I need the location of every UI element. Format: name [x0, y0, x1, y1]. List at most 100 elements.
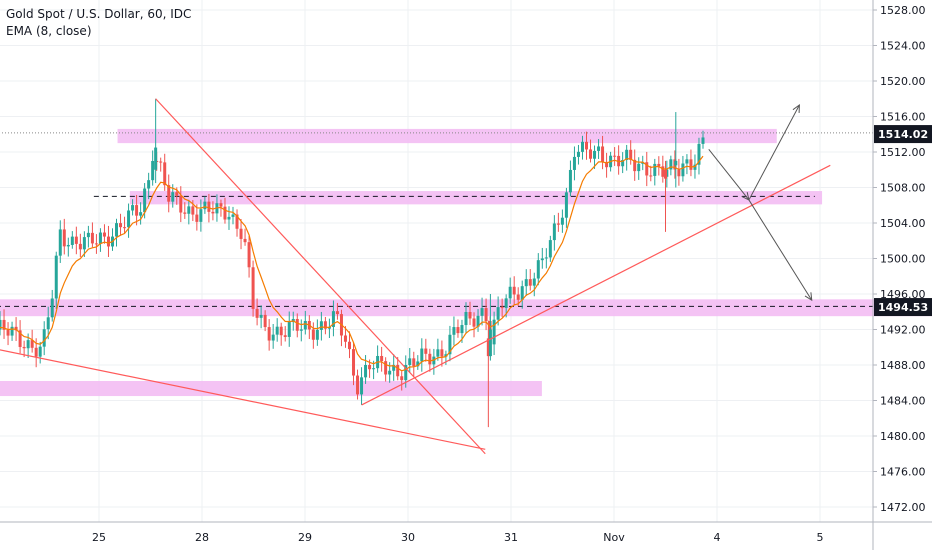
y-tick-label: 1500.00: [880, 253, 926, 266]
candle-body: [664, 169, 667, 179]
candle-body: [625, 149, 629, 161]
candle-body: [299, 329, 303, 331]
candle-body: [440, 349, 444, 357]
candle-body: [255, 308, 259, 318]
candle-body: [645, 162, 649, 176]
candle-body: [331, 311, 335, 327]
candle-body: [701, 137, 705, 144]
x-tick-label: 25: [92, 531, 106, 544]
candle-body: [135, 205, 139, 216]
candle-body: [508, 286, 512, 299]
candle-body: [488, 329, 492, 357]
candle-body: [151, 160, 155, 181]
candle-body: [589, 149, 593, 159]
x-tick-label: 4: [714, 531, 721, 544]
y-tick-label: 1488.00: [880, 359, 926, 372]
candle-body: [544, 257, 548, 259]
candle-body: [572, 156, 576, 170]
candle-body: [143, 188, 147, 213]
trendlines-layer: [0, 98, 831, 455]
candle-body: [18, 330, 22, 347]
candle-body: [476, 315, 480, 327]
candle-body: [10, 326, 14, 336]
candle-body: [163, 162, 167, 186]
candle-body: [42, 329, 46, 347]
candle-body: [641, 162, 645, 164]
candle-body: [593, 150, 597, 159]
candle-body: [78, 243, 82, 250]
candle-body: [219, 203, 223, 207]
candle-body: [621, 160, 625, 167]
candles-layer: [0, 98, 705, 428]
y-tick-label: 1512.00: [880, 146, 926, 159]
candle-body: [0, 319, 2, 330]
x-tick-label: 29: [298, 531, 312, 544]
candle-body: [34, 347, 38, 357]
candle-body: [396, 364, 400, 377]
candle-body: [211, 211, 215, 214]
candle-body: [199, 209, 203, 222]
candle-body: [243, 238, 247, 243]
ema-line: [0, 155, 704, 372]
candle-body: [653, 163, 657, 176]
candle-body: [580, 141, 584, 152]
candle-body: [360, 377, 364, 395]
candle-body: [315, 329, 319, 340]
x-tick-label: Nov: [603, 531, 625, 544]
candle-body: [637, 163, 641, 172]
candle-body: [154, 147, 158, 170]
price-zone: [117, 128, 777, 144]
indicator-label: EMA (8, close): [6, 24, 92, 38]
candle-body: [311, 329, 315, 340]
y-tick-label: 1524.00: [880, 40, 926, 53]
candle-body: [512, 286, 516, 295]
candle-body: [597, 146, 601, 151]
trendline[interactable]: [0, 349, 486, 450]
candle-body: [323, 321, 327, 329]
candle-body: [303, 320, 307, 330]
candle-body: [30, 340, 34, 348]
candle-body: [424, 348, 428, 354]
y-tick-label: 1472.00: [880, 501, 926, 514]
candle-body: [484, 308, 488, 322]
candle-body: [6, 329, 10, 336]
candle-body: [605, 161, 609, 168]
candle-body: [239, 228, 243, 239]
candle-body: [352, 349, 356, 376]
candle-body: [629, 149, 633, 160]
y-tick-label: 1496.00: [880, 288, 926, 301]
y-tick-label: 1528.00: [880, 4, 926, 17]
trendline[interactable]: [155, 98, 486, 455]
candle-body: [187, 206, 191, 214]
candle-body: [106, 236, 110, 247]
candle-body: [364, 364, 368, 378]
zones-layer: [0, 128, 932, 397]
levels-layer: [0, 132, 873, 307]
price-label: 1514.02: [878, 128, 928, 141]
candle-body: [115, 223, 119, 237]
candle-body: [191, 206, 195, 215]
candle-body: [468, 311, 472, 319]
candle-body: [58, 229, 62, 256]
candle-body: [693, 164, 697, 170]
candle-body: [147, 180, 151, 189]
candle-body: [601, 146, 605, 162]
candle-body: [263, 314, 267, 328]
candle-body: [689, 159, 693, 170]
candle-body: [552, 223, 556, 241]
candle-body: [167, 185, 171, 202]
candle-body: [669, 159, 673, 170]
candle-body: [388, 370, 392, 375]
candle-body: [94, 243, 98, 245]
candle-body: [139, 212, 143, 216]
candle-body: [267, 327, 271, 341]
candle-body: [347, 341, 351, 350]
candle-body: [372, 368, 376, 370]
price-zone: [0, 380, 542, 397]
candle-body: [175, 192, 179, 196]
candle-body: [633, 159, 637, 172]
candle-body: [227, 216, 231, 220]
candle-body: [62, 229, 66, 247]
